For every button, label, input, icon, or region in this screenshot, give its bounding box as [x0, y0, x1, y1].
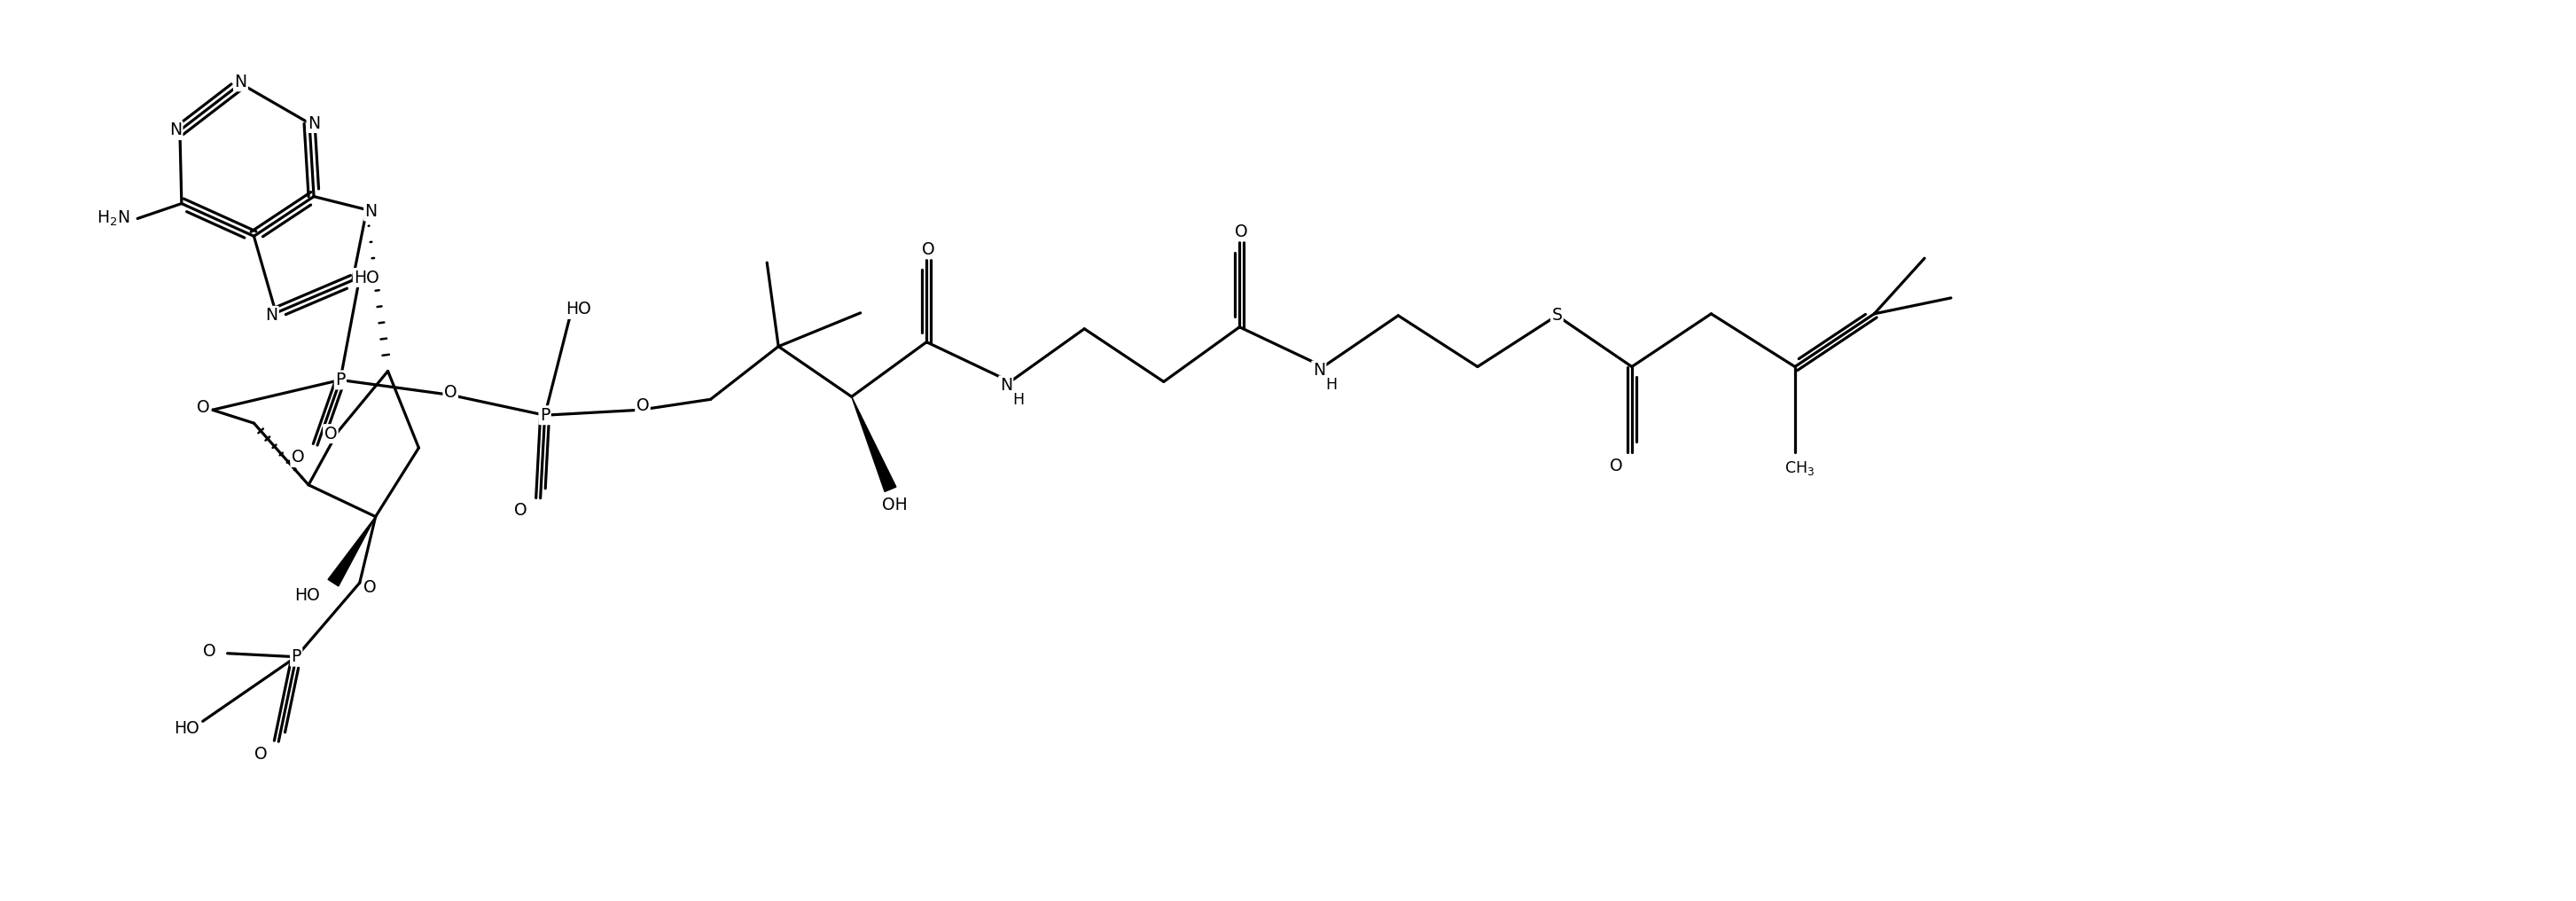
Text: N: N	[1314, 362, 1324, 378]
Polygon shape	[853, 396, 896, 492]
Text: O: O	[922, 241, 935, 258]
Text: N: N	[265, 307, 278, 324]
Text: O: O	[325, 425, 337, 442]
Text: CH$_3$: CH$_3$	[1785, 460, 1814, 477]
Text: HO: HO	[353, 269, 379, 286]
Text: P: P	[335, 371, 345, 388]
Text: O: O	[291, 449, 304, 466]
Text: O: O	[515, 502, 528, 519]
Text: H: H	[1327, 378, 1337, 393]
Text: P: P	[291, 649, 301, 665]
Text: N: N	[999, 377, 1012, 394]
Text: O: O	[636, 397, 649, 414]
Text: N: N	[366, 203, 379, 220]
Text: HO: HO	[294, 587, 319, 604]
Text: P: P	[541, 406, 549, 423]
Text: O: O	[1234, 223, 1247, 241]
Text: N: N	[234, 73, 247, 90]
Text: O: O	[255, 745, 268, 762]
Text: S: S	[1551, 307, 1561, 324]
Text: O: O	[363, 578, 376, 596]
Text: O: O	[1610, 458, 1623, 475]
Text: OH: OH	[881, 496, 907, 514]
Text: H$_2$N: H$_2$N	[95, 209, 129, 228]
Text: O: O	[443, 384, 456, 401]
Text: O: O	[204, 643, 216, 660]
Text: N: N	[170, 122, 183, 139]
Text: N: N	[307, 114, 319, 132]
Text: O: O	[198, 399, 211, 415]
Text: H: H	[1012, 392, 1025, 408]
Text: HO: HO	[175, 720, 198, 737]
Text: HO: HO	[567, 301, 590, 318]
Polygon shape	[327, 516, 376, 587]
